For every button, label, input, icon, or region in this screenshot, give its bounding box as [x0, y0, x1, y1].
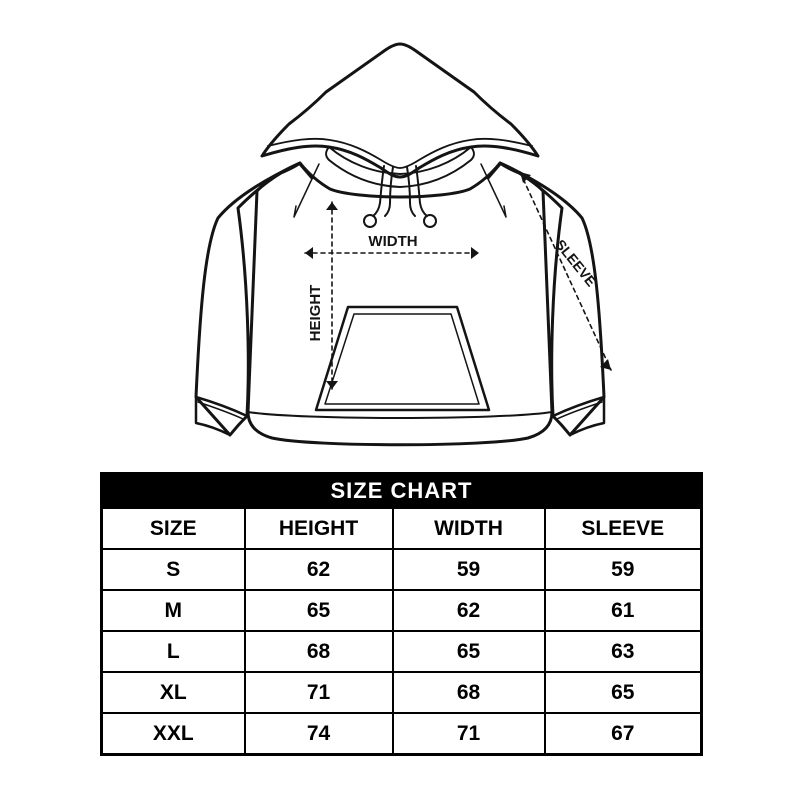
svg-text:WIDTH: WIDTH [368, 233, 417, 250]
svg-text:HEIGHT: HEIGHT [307, 285, 324, 342]
